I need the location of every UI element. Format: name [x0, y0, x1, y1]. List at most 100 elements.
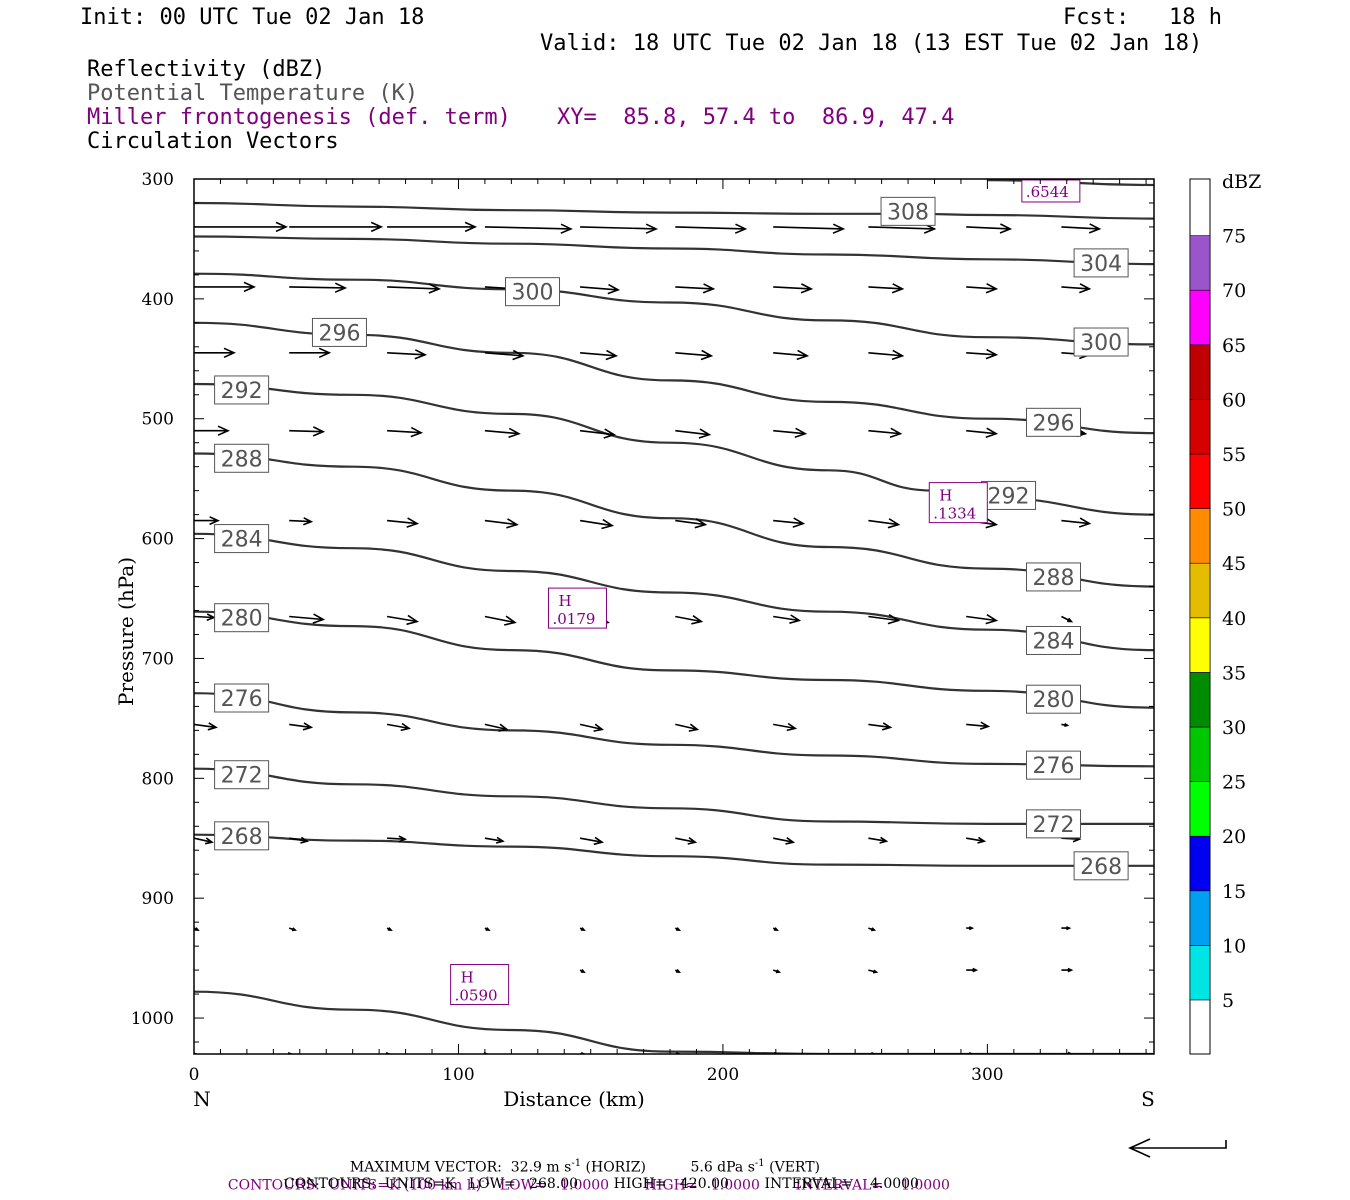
theta-label: 288	[221, 447, 263, 472]
fronto-max-value: .6544	[1026, 183, 1069, 201]
fronto-max-label: H	[461, 968, 474, 986]
plot-frame	[193, 178, 1155, 1055]
fronto-max-label: H	[558, 592, 571, 610]
circulation-vector	[773, 837, 796, 845]
circulation-vector	[386, 927, 393, 931]
theta-label: 272	[1033, 813, 1075, 838]
y-tick-label: 600	[142, 530, 174, 550]
theta-label: 308	[887, 200, 929, 225]
theta-contour-268	[194, 833, 1154, 867]
circulation-vector	[966, 348, 999, 360]
theta-label-box	[880, 196, 936, 226]
circulation-vector	[966, 282, 999, 294]
circulation-vector	[194, 613, 216, 622]
circulation-vector	[868, 927, 877, 932]
theta-label-box	[1026, 625, 1082, 655]
circulation-vector	[675, 1051, 682, 1054]
circulation-vector	[674, 927, 682, 931]
cross-section-endpoints: XY= 85.8, 57.4 to 86.9, 47.4	[557, 105, 955, 130]
theta-label: 288	[1033, 566, 1075, 591]
circulation-vector	[868, 349, 905, 361]
circulation-vector	[194, 722, 218, 731]
circulation-vector	[868, 427, 903, 439]
circulation-vector	[773, 517, 806, 528]
colorbar-tick-label: 60	[1222, 389, 1246, 411]
theta-label: 292	[221, 379, 263, 404]
colorbar-tick-label: 30	[1222, 717, 1246, 739]
circulation-vector	[773, 223, 846, 234]
circulation-vector	[675, 349, 714, 361]
circulation-vector	[387, 349, 428, 360]
forecast-hour: Fcst: 18 h	[1063, 5, 1222, 30]
circulation-vector	[868, 1051, 877, 1054]
circulation-vector	[289, 282, 348, 293]
field-theta: Potential Temperature (K)	[87, 81, 419, 106]
theta-label-box	[214, 375, 270, 405]
x-tick-label: 0	[189, 1065, 200, 1085]
colorbar-swatch	[1189, 344, 1211, 400]
circulation-vector	[484, 349, 525, 361]
theta-contour-284	[194, 532, 1154, 652]
theta-label-box	[214, 524, 270, 554]
colorbar-tick-label: 25	[1222, 772, 1246, 794]
circulation-vector	[675, 428, 712, 439]
theta-label: 296	[318, 321, 360, 346]
circulation-vector	[484, 927, 491, 931]
footer-max-vector: MAXIMUM VECTOR: 32.9 m s-1 (HORIZ) 5.6 d…	[341, 1140, 820, 1176]
max-vector-horiz-label: (HORIZ)	[585, 1159, 646, 1176]
theta-contour-288	[194, 452, 1154, 588]
exp-3: -1	[481, 1176, 491, 1187]
theta-label-box	[1026, 750, 1082, 780]
circulation-vector	[580, 349, 619, 361]
circulation-vector	[484, 615, 517, 626]
y-tick-label: 500	[142, 410, 174, 430]
colorbar-tick-label: 35	[1222, 662, 1246, 684]
theta-label: 296	[1033, 411, 1075, 436]
circulation-vector	[966, 1051, 975, 1054]
circulation-vector	[387, 426, 424, 438]
colorbar-tick-label: 55	[1222, 444, 1246, 466]
circulation-vector	[1061, 517, 1092, 528]
y-tick-label: 400	[142, 290, 174, 310]
circulation-vector	[868, 614, 901, 625]
fronto-max-value: .1334	[933, 505, 976, 523]
circulation-vector	[289, 613, 326, 624]
x-tick-label: 200	[707, 1065, 739, 1085]
circulation-vector	[674, 968, 682, 973]
circulation-vector	[289, 347, 332, 359]
circulation-vector	[675, 837, 698, 845]
x-axis-label: Distance (km)	[503, 1087, 645, 1111]
theta-label-box	[214, 603, 270, 633]
circulation-vector	[579, 836, 605, 846]
circulation-vector	[484, 836, 505, 844]
circulation-vector	[385, 1051, 392, 1054]
colorbar-tick-label: 20	[1222, 826, 1246, 848]
theta-label: 280	[1033, 688, 1075, 713]
circulation-vector	[1061, 967, 1074, 973]
circulation-vector	[580, 428, 617, 439]
circulation-vector	[580, 1051, 587, 1054]
circulation-vector	[194, 347, 236, 359]
circulation-vector	[868, 722, 893, 731]
circulation-vector	[387, 221, 478, 233]
circulation-vector	[386, 614, 420, 626]
y-tick-label: 700	[142, 649, 174, 669]
circulation-vector	[675, 723, 700, 732]
circulation-vector	[966, 427, 999, 438]
fronto-max-box	[1021, 179, 1081, 203]
circulation-vector	[675, 518, 708, 529]
circulation-vector	[675, 223, 748, 234]
y-tick-label: 900	[142, 889, 174, 909]
theta-contour-276	[194, 692, 1154, 768]
field-circulation: Circulation Vectors	[87, 129, 339, 154]
colorbar-swatch	[1189, 562, 1211, 619]
circulation-vector	[579, 968, 586, 973]
circulation-vector	[966, 614, 999, 625]
colorbar-swatch	[1189, 617, 1211, 673]
theta-label: 300	[1080, 331, 1122, 356]
circulation-vector	[773, 349, 810, 361]
theta-label-box	[214, 760, 270, 790]
fronto-max-box	[928, 482, 988, 524]
init-time: Init: 00 UTC Tue 02 Jan 18	[80, 5, 425, 30]
circulation-vector	[966, 836, 987, 844]
